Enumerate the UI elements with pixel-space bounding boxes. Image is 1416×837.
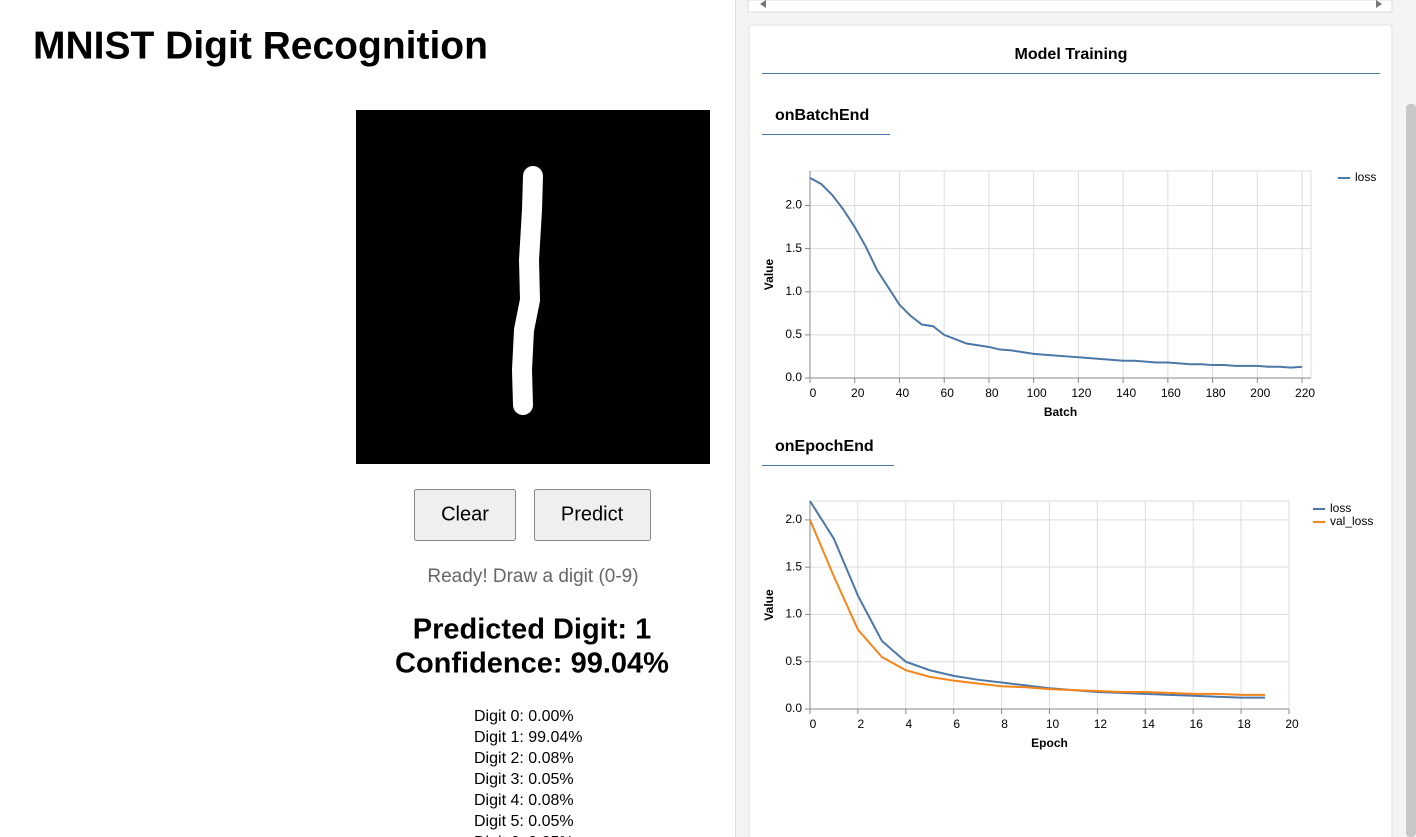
- x-tick-label: 100: [1027, 386, 1047, 400]
- x-tick-label: 220: [1295, 386, 1315, 400]
- legend-label: loss: [1330, 501, 1351, 515]
- probability: Digit 4: 0.08%: [474, 792, 574, 809]
- x-tick-label: 8: [1001, 717, 1008, 731]
- y-tick-label: 2.0: [785, 198, 802, 212]
- x-tick-label: 2: [858, 717, 865, 731]
- y-tick-label: 0.0: [785, 370, 802, 384]
- series-line: [809, 500, 1266, 699]
- x-tick-label: 12: [1094, 717, 1108, 731]
- confidence: Confidence: 99.04%: [395, 648, 669, 680]
- x-tick-label: 18: [1237, 717, 1251, 731]
- x-tick-label: 10: [1046, 717, 1060, 731]
- x-tick-label: 160: [1161, 386, 1181, 400]
- status: Ready! Draw a digit (0-9): [427, 566, 638, 587]
- y-axis-label: Value: [762, 259, 776, 291]
- y-tick-label: 1.5: [785, 241, 802, 255]
- button-label: Predict: [561, 503, 624, 525]
- y-tick-label: 0.0: [785, 701, 802, 715]
- button-label: Clear: [441, 503, 489, 525]
- x-tick-label: 200: [1250, 386, 1270, 400]
- x-tick-label: 14: [1142, 717, 1156, 731]
- x-tick-label: 120: [1071, 386, 1091, 400]
- x-tick-label: 40: [896, 386, 910, 400]
- x-tick-label: 20: [1285, 717, 1299, 731]
- y-tick-label: 0.5: [785, 327, 802, 341]
- predicted-digit: Predicted Digit: 1: [413, 614, 652, 646]
- x-tick-label: 140: [1116, 386, 1136, 400]
- x-tick-label: 0: [810, 717, 817, 731]
- x-axis-label: Epoch: [1031, 736, 1068, 750]
- x-tick-label: 80: [985, 386, 999, 400]
- legend-label: val_loss: [1330, 514, 1373, 528]
- probability: Digit 5: 0.05%: [474, 813, 574, 830]
- x-axis-label: Batch: [1044, 405, 1077, 419]
- x-tick-label: 0: [810, 386, 817, 400]
- x-tick-label: 16: [1190, 717, 1204, 731]
- x-tick-label: 6: [953, 717, 960, 731]
- clear-button[interactable]: [414, 489, 516, 541]
- series-line: [809, 519, 1266, 696]
- chart-title: onEpochEnd: [775, 438, 874, 455]
- drawn-stroke: [512, 166, 543, 415]
- scrollbar-v[interactable]: [1406, 104, 1416, 837]
- y-axis-label: Value: [762, 589, 776, 621]
- y-tick-label: 0.5: [785, 654, 802, 668]
- x-tick-label: 60: [941, 386, 955, 400]
- series-line: [809, 177, 1303, 369]
- legend-label: loss: [1355, 170, 1376, 184]
- probability: Digit 0: 0.00%: [474, 708, 574, 725]
- x-tick-label: 4: [905, 717, 912, 731]
- scrollbar-h[interactable]: [747, 0, 1393, 13]
- y-tick-label: 1.0: [785, 607, 802, 621]
- chart-title: onBatchEnd: [775, 107, 869, 124]
- probability: Digit 3: 0.05%: [474, 771, 574, 788]
- page-title: MNIST Digit Recognition: [33, 24, 488, 67]
- x-tick-label: 180: [1206, 386, 1226, 400]
- predict-button[interactable]: [534, 489, 651, 541]
- probability: Digit 6: 0.25%: [474, 834, 574, 837]
- x-tick-label: 20: [851, 386, 865, 400]
- probability: Digit 2: 0.08%: [474, 750, 574, 767]
- card: [748, 24, 1393, 837]
- probability: Digit 1: 99.04%: [474, 729, 583, 746]
- y-tick-label: 2.0: [785, 512, 802, 526]
- panel-title: Model Training: [1015, 46, 1128, 63]
- y-tick-label: 1.0: [785, 284, 802, 298]
- y-tick-label: 1.5: [785, 559, 802, 573]
